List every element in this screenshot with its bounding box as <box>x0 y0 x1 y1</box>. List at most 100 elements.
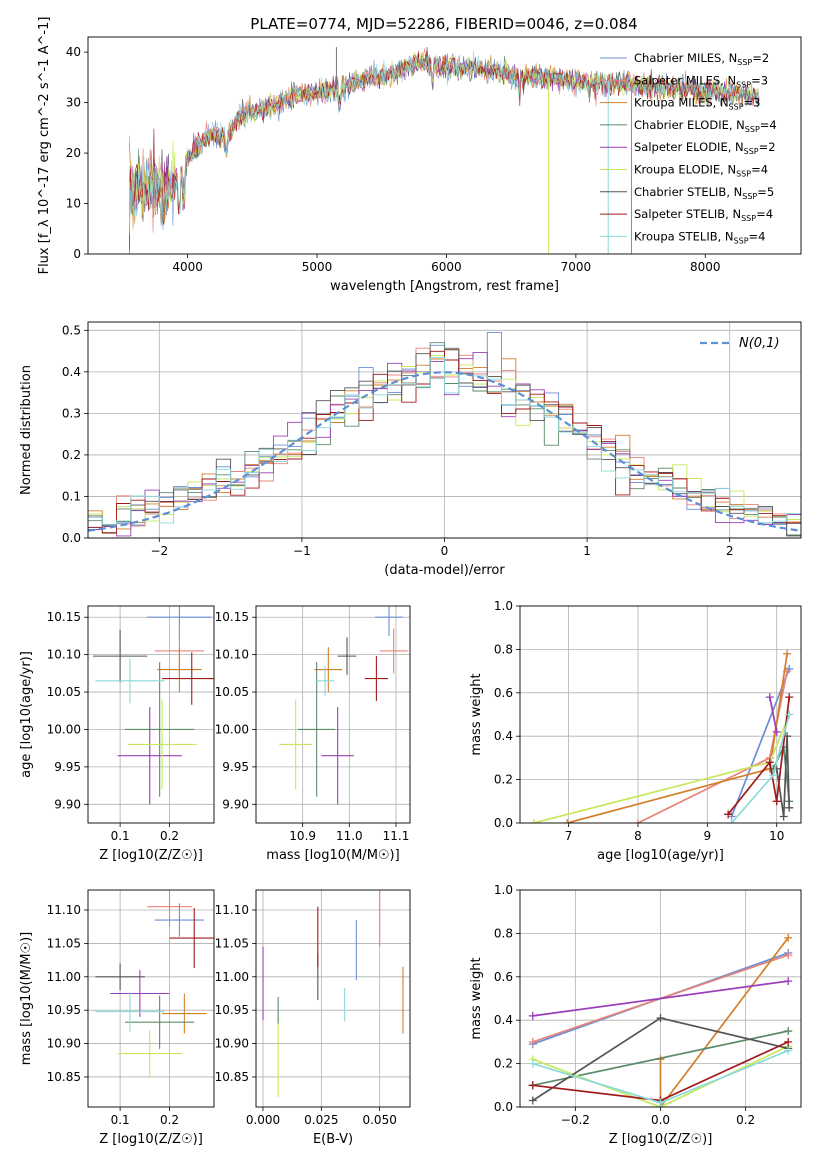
y-tick-label: 40 <box>66 45 81 59</box>
y-tick-label: 9.95 <box>54 760 81 774</box>
weight-marker <box>785 710 794 719</box>
y-tick-label: 10.85 <box>47 1070 81 1084</box>
y-tick-label: 10.05 <box>215 685 249 699</box>
legend-entry-1: Salpeter MILES, NSSP=3 <box>634 73 768 89</box>
legend-subscript: SSP <box>736 80 751 89</box>
legend-value: =5 <box>757 185 774 199</box>
legend-subscript: SSP <box>734 236 749 245</box>
weight-line-6 <box>775 736 791 817</box>
x-tick-label: 0.1 <box>111 829 130 843</box>
legend-text: Chabrier MILES, N <box>634 51 737 65</box>
legend-subscript: SSP <box>745 125 760 134</box>
y-tick-label: 11.10 <box>47 903 81 917</box>
y-tick-label: 10.00 <box>215 722 249 736</box>
legend-value: =4 <box>749 229 766 243</box>
x-tick-label: 8000 <box>690 260 721 274</box>
legend-value: =3 <box>744 96 761 110</box>
weight-line-4 <box>532 980 789 1017</box>
x-axis-label: Z [log10(Z/Z☉)] <box>99 1132 203 1147</box>
y-tick-label: 30 <box>66 96 81 110</box>
x-tick-label: 11.0 <box>336 829 363 843</box>
weight-marker <box>784 933 793 942</box>
legend-value: =2 <box>752 51 769 65</box>
x-tick-label: 0.1 <box>111 1113 130 1127</box>
y-tick-label: 0 <box>73 247 81 261</box>
legend-text: Salpeter ELODIE, N <box>634 140 744 154</box>
y-tick-label: 0.1 <box>62 489 81 503</box>
weight-marker <box>633 819 642 823</box>
y-tick-label: 10.10 <box>47 648 81 662</box>
x-tick-label: 0.2 <box>160 829 179 843</box>
x-tick-label: −1 <box>293 544 311 558</box>
y-tick-label: 0.3 <box>62 406 81 420</box>
axes-frame <box>255 889 411 1108</box>
y-tick-label: 20 <box>66 146 81 160</box>
axes-frame <box>87 36 802 255</box>
panel-spectrum: 4000 5000 6000 7000 8000 0 10 20 30 40 Chabrier MI… <box>37 17 802 294</box>
legend-subscript: SSP <box>737 58 752 67</box>
y-axis-label: mass weight <box>469 957 484 1039</box>
x-tick-label: 0.2 <box>736 1113 755 1127</box>
weight-marker <box>724 810 733 819</box>
x-axis-label: mass [log10(M/M☉)] <box>266 848 399 863</box>
plot-area <box>95 890 214 1077</box>
x-axis-label: Z [log10(Z/Z☉)] <box>99 848 203 863</box>
legend-text: Salpeter STELIB, N <box>634 207 741 221</box>
y-tick-label: 11.05 <box>215 936 249 950</box>
weight-marker <box>779 812 788 821</box>
x-axis-label: Z [log10(Z/Z☉)] <box>609 1132 713 1147</box>
x-tick-label: 8 <box>634 829 642 843</box>
weight-marker <box>785 693 794 702</box>
x-tick-label: 0.050 <box>362 1113 396 1127</box>
y-tick-label: 10.15 <box>47 610 81 624</box>
x-tick-label: 0.2 <box>160 1113 179 1127</box>
plot-area <box>528 933 793 1107</box>
weight-marker <box>765 693 774 702</box>
x-axis-label: age [log10(age/yr)] <box>597 848 724 863</box>
y-tick-label: 10.95 <box>47 1003 81 1017</box>
y-tick-label: 10.85 <box>215 1070 249 1084</box>
legend-subscript: SSP <box>736 170 751 179</box>
y-tick-label: 0.0 <box>494 816 513 830</box>
legend-value: =4 <box>756 207 773 221</box>
legend-text: Kroupa STELIB, N <box>634 229 734 243</box>
legend-entry-8: Kroupa STELIB, NSSP=4 <box>634 229 765 245</box>
legend-text: Chabrier STELIB, N <box>634 185 742 199</box>
legend-entry-4: Salpeter ELODIE, NSSP=2 <box>634 140 776 156</box>
y-axis-label: mass weight <box>469 673 484 755</box>
axes-frame <box>87 321 802 539</box>
y-tick-label: 0.0 <box>494 1100 513 1114</box>
y-tick-label: 11.00 <box>47 970 81 984</box>
axes-frame <box>255 605 411 824</box>
y-tick-label: 0.2 <box>494 773 513 787</box>
weight-marker <box>765 758 774 767</box>
legend-subscript: SSP <box>742 192 757 201</box>
legend-value: =3 <box>751 73 768 87</box>
plot-area <box>92 606 214 805</box>
weight-marker <box>784 1027 793 1036</box>
y-tick-label: 0.5 <box>62 323 81 337</box>
residual-histogram-8 <box>88 356 801 525</box>
y-axis-label: age [log10(age/yr)] <box>19 651 34 778</box>
axes-frame <box>87 605 215 824</box>
weight-marker <box>784 951 793 960</box>
y-tick-label: 0.2 <box>494 1057 513 1071</box>
weight-marker <box>563 819 572 823</box>
y-tick-label: 10.15 <box>215 610 249 624</box>
weight-marker <box>784 1046 793 1055</box>
weight-line-5 <box>532 1045 789 1107</box>
y-tick-label: 10.90 <box>47 1037 81 1051</box>
axes-frame <box>519 889 802 1108</box>
y-tick-label: 0.2 <box>62 448 81 462</box>
panel-age_vs_Z: 0.1 0.2 9.90 9.95 10.00 10.05 10.10 10.15 Z [log… <box>19 605 215 863</box>
y-tick-label: 0.4 <box>494 729 513 743</box>
legend-text: Chabrier ELODIE, N <box>634 118 745 132</box>
legend-value: =2 <box>759 140 776 154</box>
y-axis-label: Flux [f_λ 10^-17 erg cm^-2 s^-1 A^-1] <box>37 17 52 275</box>
weight-marker <box>656 1014 665 1023</box>
legend-entry-0: Chabrier MILES, NSSP=2 <box>634 51 769 67</box>
legend-entry-5: Kroupa ELODIE, NSSP=4 <box>634 163 768 179</box>
weight-line-7 <box>727 696 791 815</box>
x-tick-label: −0.2 <box>561 1113 590 1127</box>
